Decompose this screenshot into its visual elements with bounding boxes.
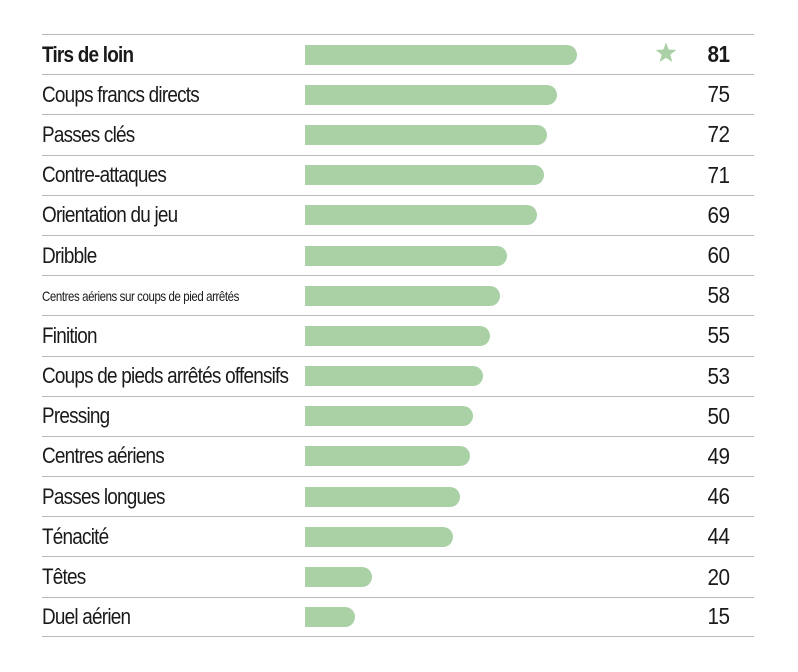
value-label: 55: [707, 322, 731, 349]
category-label: Têtes: [42, 564, 86, 590]
category-label: Tirs de loin: [42, 41, 134, 67]
bar: [305, 205, 537, 226]
category-label: Contre-attaques: [42, 162, 167, 188]
chart-row: Pressing 50: [42, 395, 754, 436]
category-label: Finition: [42, 322, 98, 348]
bar: [305, 325, 490, 346]
value-label: 81: [707, 41, 731, 68]
chart-row: Duel aérien 15: [42, 596, 754, 637]
value-label: 49: [707, 442, 731, 469]
ratings-bar-chart: Tirs de loin 81 Coups francs directs 75 Pass…: [42, 34, 754, 637]
value-label: 53: [707, 362, 731, 389]
bar: [305, 567, 373, 588]
chart-row: Orientation du jeu 69: [42, 194, 754, 235]
chart-row: Coups francs directs 75: [42, 74, 754, 114]
category-label: Centres aériens: [42, 443, 165, 469]
category-label: Pressing: [42, 403, 110, 429]
bar: [305, 366, 484, 387]
bar: [305, 165, 544, 186]
value-label: 60: [707, 242, 731, 269]
value-label: 69: [707, 201, 731, 228]
chart-row: Passes clés 72: [42, 114, 754, 154]
category-label: Ténacité: [42, 523, 109, 549]
chart-row: Ténacité 44: [42, 516, 754, 556]
chart-row: Contre-attaques 71: [42, 154, 754, 195]
bar: [305, 526, 453, 547]
bar: [305, 285, 500, 306]
category-label: Passes longues: [42, 483, 166, 509]
chart-row: Centres aériens sur coups de pied arrêté…: [42, 275, 754, 315]
chart-row: Dribble 60: [42, 234, 754, 275]
bar: [305, 406, 473, 427]
category-label: Coups de pieds arrêtés offensifs: [42, 363, 289, 389]
chart-row: Têtes 20: [42, 556, 754, 596]
chart-row: Coups de pieds arrêtés offensifs 53: [42, 355, 754, 396]
category-label: Orientation du jeu: [42, 202, 178, 228]
bar: [305, 245, 507, 266]
value-label: 44: [707, 523, 731, 550]
value-label: 75: [707, 81, 731, 108]
bar: [305, 446, 470, 467]
value-label: 72: [707, 121, 731, 148]
value-label: 15: [707, 603, 731, 630]
bar: [305, 84, 557, 105]
bar: [305, 486, 460, 507]
value-label: 46: [707, 483, 731, 510]
category-label: Passes clés: [42, 121, 135, 147]
value-label: 20: [707, 563, 731, 590]
chart-row: Passes longues 46: [42, 476, 754, 516]
category-label: Duel aérien: [42, 603, 131, 629]
chart-row: Centres aériens 49: [42, 435, 754, 476]
value-label: 50: [707, 402, 731, 429]
star-icon: [655, 42, 677, 62]
category-label: Coups francs directs: [42, 81, 200, 107]
category-label: Dribble: [42, 242, 97, 268]
bar: [305, 606, 356, 627]
bar: [305, 44, 578, 65]
bar: [305, 124, 547, 145]
value-label: 71: [707, 161, 731, 188]
value-label: 58: [707, 282, 731, 309]
chart-row: Finition 55: [42, 315, 754, 355]
category-label: Centres aériens sur coups de pied arrêté…: [42, 287, 239, 304]
chart-row: Tirs de loin 81: [42, 34, 754, 74]
